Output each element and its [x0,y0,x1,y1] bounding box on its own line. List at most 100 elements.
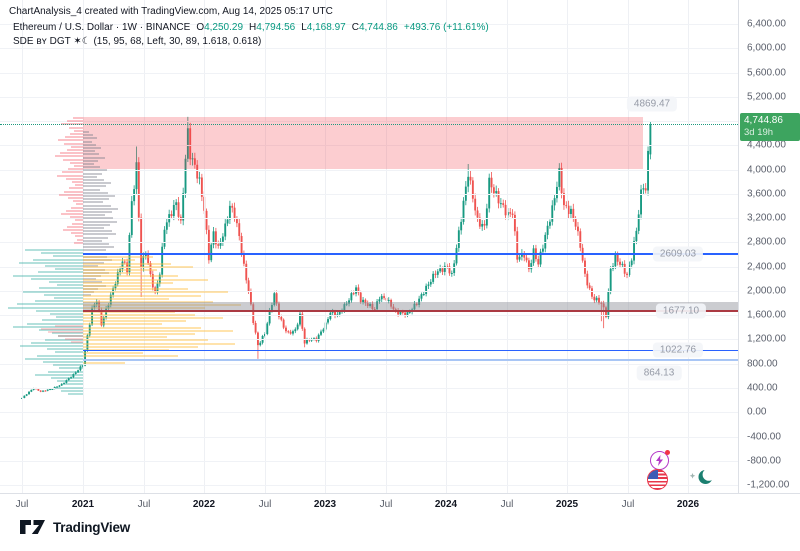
volume-profile-bar-sell-volume-upper [67,225,83,228]
volume-profile-bar-sell-volume-upper [63,158,83,161]
time-axis[interactable]: Jul 2021 Jul 2022 Jul 2023 Jul 2024 Jul 2025 Jul 20… [0,493,800,514]
time-axis-label-2023: 2023 [313,499,337,510]
chart-pane[interactable]: 4869.47 2609.03 1677.10 1022.76 864.13 [0,0,738,493]
volume-profile-bar-buy-volume-lower [50,313,83,316]
volume-profile-bar-neutral-volume-right [83,271,109,274]
volume-profile-bar-sell-volume-upper [76,203,83,206]
volume-profile-bar-buy-volume-lower [53,255,83,258]
grid-vline [567,0,568,493]
volume-profile-bar-sell-volume-upper [74,165,83,168]
grid-hline [0,193,738,195]
volume-profile-bar-buy-volume-lower [57,284,83,287]
price-axis-label: -1,200.00 [747,479,790,491]
volume-profile-bar-sell-volume-upper [62,171,83,174]
volume-profile-bar-sell-volume-upper [63,229,83,232]
last-price-line [0,124,738,126]
grid-vline [628,0,629,493]
time-axis-label-Jul: Jul [258,499,272,510]
volume-profile-bar-neutral-volume-right [83,220,117,223]
grid-hline [0,363,738,365]
volume-profile-bar-buy-volume-lower [54,297,83,300]
volume-profile-bar-neutral-volume-right [83,182,111,185]
volume-profile-bar-neutral-volume-right [83,291,94,294]
volume-profile-bar-sell-volume-lower [41,328,83,331]
volume-profile-bar-buy-volume-lower [43,361,83,364]
volume-profile-bar-neutral-volume-right [83,230,112,233]
volume-profile-bar-sell-volume-upper [57,174,83,177]
volume-profile-bar-neutral-volume-right [83,223,110,226]
volume-profile-bar-sell-volume-upper [65,136,83,139]
volume-profile-bar-neutral-volume-right [83,284,106,287]
price-axis-label: 4,400.00 [747,139,786,151]
level-label-1677.10[interactable]: 1677.10 [655,303,707,319]
volume-profile-bar-value-area-yellow [83,352,143,355]
volume-profile-bar-buy-volume-lower [35,373,83,376]
volume-profile-bar-buy-volume-lower [23,290,83,293]
volume-profile-bar-buy-volume-lower [19,261,83,264]
volume-profile-bar-sell-volume-upper [70,216,83,219]
level-label-2609.03[interactable]: 2609.03 [652,246,704,262]
volume-profile-bar-value-area-yellow [83,320,186,323]
volume-profile-bar-sell-volume-upper [59,193,83,196]
volume-profile-bar-buy-volume-lower [13,325,83,328]
volume-profile-bar-value-area-yellow [83,269,157,272]
ohlc-low: L4,168.97 [301,22,346,33]
flag-badge-icon[interactable] [647,469,668,490]
volume-profile-bar-neutral-volume-right [83,275,101,278]
price-axis[interactable]: 6,400.006,000.005,600.005,200.004,800.00… [738,0,800,493]
volume-profile-bar-buy-volume-lower [55,268,83,271]
volume-profile-bar-buy-volume-lower [61,389,83,392]
bar-countdown: 3d 19h [744,127,774,139]
supply-zone[interactable] [83,116,643,170]
volume-profile-bar-neutral-volume-right [83,198,109,201]
volume-profile-bar-sell-volume-upper [73,200,83,203]
volume-profile-bar-sell-volume-upper [71,206,83,209]
last-price-badge: 4,744.86 3d 19h [740,113,800,142]
volume-profile-bar-sell-volume-upper [70,161,83,164]
volume-profile-bar-sell-volume-upper [68,168,83,171]
grid-vline [22,0,23,493]
level-line-864.13[interactable] [83,359,738,361]
volume-profile-bar-neutral-volume-right [83,185,106,188]
volume-profile-bar-sell-volume-lower [71,341,83,344]
volume-profile-bar-buy-volume-lower [31,341,83,344]
volume-profile-bar-sell-volume-upper [64,142,83,145]
volume-profile-bar-neutral-volume-right [83,204,111,207]
volume-profile-bar-buy-volume-lower [37,354,83,357]
volume-profile-bar-neutral-volume-right [83,281,102,284]
volume-profile-bar-neutral-volume-right [83,134,93,137]
tradingview-logo[interactable]: TradingView [19,519,130,535]
volume-profile-bar-buy-volume-lower [48,370,83,373]
grid-vline [386,0,387,493]
exchange: BINANCE [145,22,191,33]
level-line-1022.76[interactable] [83,349,738,351]
indicator-params: (15, 95, 68, Left, 30, 89, 1.618, 0.618) [93,36,262,47]
volume-profile-bar-buy-volume-lower [45,265,83,268]
volume-profile-bar-buy-volume-lower [51,377,83,380]
level-label-1022.76[interactable]: 1022.76 [652,342,704,358]
price-axis-label: -400.00 [747,431,781,442]
level-label-4869.47[interactable]: 4869.47 [626,96,678,112]
volume-profile-bar-sell-volume-upper [75,235,83,238]
level-line-top-1677.10[interactable] [83,309,738,312]
grid-vline [144,0,145,493]
level-label-864.13[interactable]: 864.13 [636,365,682,381]
volume-profile-bar-neutral-volume-right [83,131,89,134]
volume-profile-bar-value-area-yellow [83,265,193,268]
lightning-badge-icon[interactable] [650,450,670,470]
volume-profile-bar-neutral-volume-right [83,233,116,236]
volume-profile-bar-buy-volume-lower [44,293,83,296]
level-line-2609.03[interactable] [83,253,738,255]
volume-profile-bar-buy-volume-lower [36,309,83,312]
volume-profile-bar-buy-volume-lower [57,380,83,383]
volume-profile-bar-sell-volume-upper [75,219,83,222]
level-band-1677.10 [83,302,738,313]
volume-profile-bar-sell-volume-upper [71,232,83,235]
volume-profile-bar-neutral-volume-right [83,143,96,146]
price-axis-label: 5,600.00 [747,67,786,78]
volume-profile-bar-neutral-volume-right [83,188,100,191]
volume-profile-bar-neutral-volume-right [83,207,118,210]
volume-profile-bar-value-area-yellow [83,307,205,310]
volume-profile-bar-sell-volume-upper [61,213,83,216]
volume-profile-bar-buy-volume-lower [58,335,83,338]
